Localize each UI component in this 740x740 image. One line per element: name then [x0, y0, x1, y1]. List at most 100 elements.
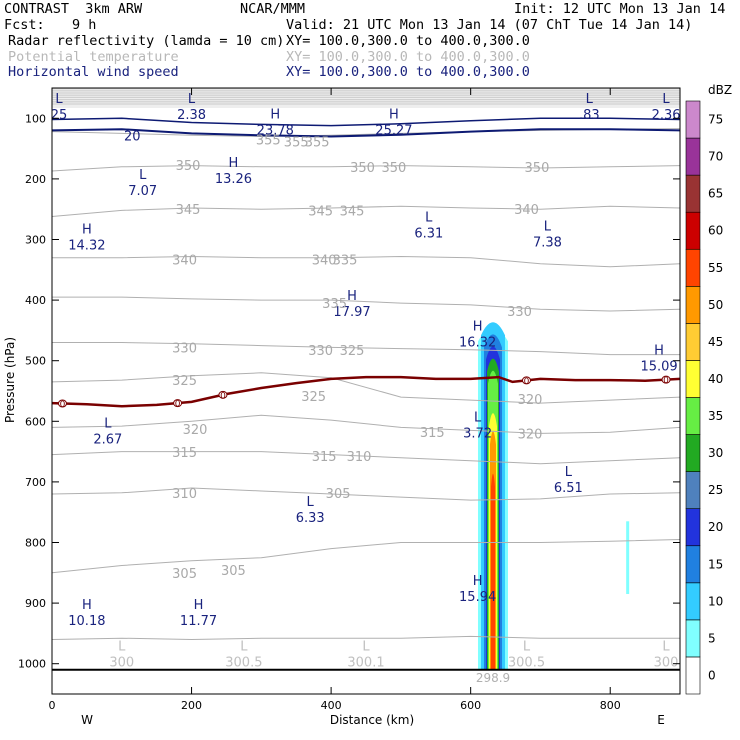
wind-value-label: 15.94: [459, 590, 496, 605]
upper-contour-band: [52, 88, 680, 108]
colorbar-label: 55: [708, 261, 723, 275]
colorbar-swatch: [685, 323, 701, 361]
y-axis-label: Pressure (hPa): [3, 337, 17, 423]
wind-value-label: 6.51: [554, 481, 583, 496]
y-tick-label: 500: [25, 355, 46, 368]
zero-isotherm: 0 0 0 0 0: [52, 375, 680, 410]
theta-contour-label: 315: [420, 426, 445, 441]
theta-contour-315: [52, 451, 680, 465]
echo-layer-45: [490, 473, 495, 670]
y-tick-label: 700: [25, 476, 46, 489]
y-tick-label: 400: [25, 294, 46, 307]
colorbar-label: 35: [708, 409, 723, 423]
surface-theta-label: 298.9: [476, 671, 510, 685]
colorbar-label: 5: [708, 631, 716, 645]
wind-value-label: 2.36: [652, 108, 681, 123]
reflectivity-echo: [477, 322, 630, 670]
wind-value-label: 11.77: [180, 614, 217, 629]
x-tick-label: 800: [600, 699, 621, 712]
wind-high-marker: H: [270, 107, 280, 122]
theta-ground-label: 300.1: [347, 655, 384, 670]
theta-contour-label: 305: [172, 567, 197, 582]
theta-contour-label: 315: [312, 450, 337, 465]
wind-low-marker: L: [474, 410, 482, 425]
source-label: NCAR/MMM: [240, 1, 306, 17]
wind-value-label: 25.27: [375, 123, 412, 138]
colorbar-swatch: [685, 545, 701, 584]
theta-contour-label: 320: [183, 423, 208, 438]
wind-high-marker: H: [473, 319, 483, 334]
theta-contour-340: [52, 255, 680, 268]
field-wind-name: Horizontal wind speed: [8, 64, 179, 80]
x-tick-label: 600: [460, 699, 481, 712]
theta-low-marker: L: [523, 639, 531, 654]
colorbar-unit: dBZ: [708, 83, 732, 97]
theta-contour-label: 335: [333, 253, 358, 268]
theta-contour-label: 350: [381, 161, 406, 176]
theta-low-marker: L: [662, 639, 670, 654]
theta-contour-310: [52, 487, 680, 501]
field-reflectivity-xy: XY= 100.0,300.0 to 400.0,300.0: [286, 33, 530, 49]
colorbar-swatch: [685, 434, 701, 472]
zero-marker-label: 0: [220, 391, 226, 401]
zero-marker: [661, 375, 671, 384]
colorbar-label: 75: [708, 113, 723, 127]
wind-value-label: .83: [579, 108, 600, 123]
wind-value-label: 16.32: [459, 335, 496, 350]
wind-low-marker: L: [662, 92, 670, 107]
wind-low-marker: L: [586, 92, 594, 107]
colorbar-swatch: [685, 508, 701, 547]
theta-contour-label: 340: [514, 203, 539, 218]
theta-contour-label: 330: [308, 344, 333, 359]
theta-contour-label: 340: [172, 253, 197, 268]
colorbar-label: 40: [708, 372, 723, 386]
wind-contour-upper: [52, 117, 680, 127]
colorbar-swatch: [685, 100, 701, 139]
wind-value-label: 3.72: [463, 426, 492, 441]
colorbar-label: 0: [708, 668, 716, 682]
colorbar-swatch: [685, 619, 701, 658]
fcst-label: Fcst:: [4, 17, 45, 33]
wind-value-label: 7.07: [128, 184, 157, 199]
colorbar-label: 50: [708, 298, 723, 312]
x-tick-label: 400: [321, 699, 342, 712]
theta-low-marker: L: [362, 639, 370, 654]
y-tick-label: 1000: [18, 658, 46, 671]
theta-ground-label: 300.5: [508, 655, 545, 670]
colorbar-swatch: [685, 286, 701, 324]
field-theta-xy: XY= 100.0,300.0 to 400.0,300.0: [286, 49, 530, 65]
wind-high-marker: H: [194, 598, 204, 613]
zero-marker-label: 0: [524, 377, 530, 387]
wind-low-marker: L: [425, 210, 433, 225]
x-tick-label: 200: [181, 699, 202, 712]
wind-high-marker: H: [473, 574, 483, 589]
theta-contour-label: 345: [308, 204, 333, 219]
wind-contour-label: 20: [124, 129, 141, 144]
colorbar-swatch: [685, 656, 701, 695]
colorbar-label: 65: [708, 187, 723, 201]
theta-contour-345: [52, 205, 680, 217]
contour-labels: L25L2.38L.83L2.36H23.78H25.27L7.07H13.26…: [51, 92, 681, 685]
wind-low-marker: L: [565, 465, 573, 480]
colorbar-label: 25: [708, 483, 723, 497]
upper-contour-fill: [52, 88, 680, 108]
wind-low-marker: L: [104, 416, 112, 431]
colorbar-label: 20: [708, 520, 723, 534]
zero-marker: [57, 399, 67, 408]
theta-contour-label: 325: [340, 344, 365, 359]
y-tick-label: 600: [25, 415, 46, 428]
wind-high-marker: H: [82, 222, 92, 237]
plot-area: [52, 88, 680, 694]
wind-low-marker: L: [55, 92, 63, 107]
theta-contour-330: [52, 342, 680, 356]
colorbar-swatch: [685, 248, 701, 287]
wind-high-marker: H: [347, 289, 357, 304]
theta-contour-label: 325: [172, 374, 197, 389]
wind-value-label: 13.26: [215, 172, 252, 187]
theta-contour-label: 330: [507, 305, 532, 320]
wind-value-label: 10.18: [68, 614, 105, 629]
colorbar-swatch: [685, 397, 701, 435]
theta-contour-300: [52, 635, 680, 641]
wind-value-label: 7.38: [533, 235, 562, 250]
